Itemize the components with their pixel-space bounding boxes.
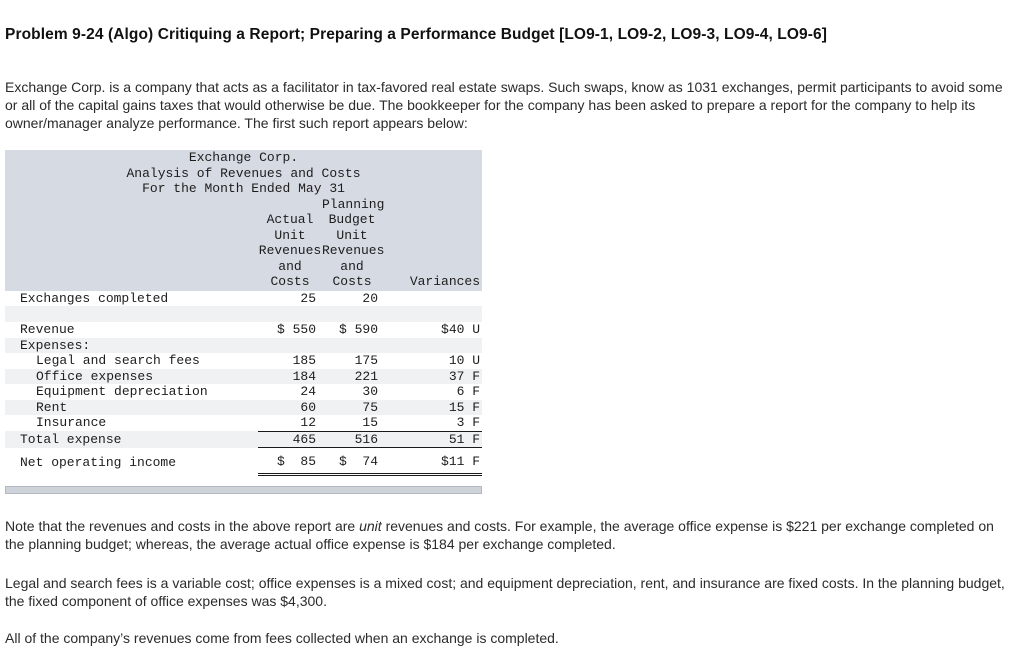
actual-value <box>258 306 322 322</box>
actual-value: $ 85 <box>258 447 322 476</box>
page-title: Problem 9-24 (Algo) Critiquing a Report;… <box>5 26 827 43</box>
column-header-variances: Variances <box>382 196 483 291</box>
budget-value: 30 <box>362 384 378 399</box>
revenue-source-paragraph: All of the company’s revenues come from … <box>5 629 559 646</box>
problem-page: Problem 9-24 (Algo) Critiquing a Report;… <box>5 26 1016 646</box>
actual-value: 185 <box>292 353 316 368</box>
column-header-label <box>5 196 258 291</box>
actual-value: 25 <box>300 290 316 306</box>
actual-value: $ 550 <box>276 322 316 337</box>
table-row-exchanges-completed: Exchanges completed 25 20 <box>5 291 482 307</box>
row-label: Total expense <box>5 431 258 448</box>
variance-value: 51 F <box>382 431 483 448</box>
row-label: Expenses: <box>5 337 258 353</box>
note-text-post: revenues and costs. For example, the ave… <box>5 517 994 552</box>
row-label: Insurance <box>36 415 107 431</box>
cost-behavior-paragraph: Legal and search fees is a variable cost… <box>5 574 1005 609</box>
budget-value <box>322 306 382 322</box>
row-label <box>5 306 258 322</box>
actual-value <box>258 337 322 353</box>
budget-value: 75 <box>322 399 382 415</box>
note-paragraph: Note that the revenues and costs in the … <box>5 517 1016 553</box>
analysis-table: Exchange Corp. Analysis of Revenues and … <box>5 150 483 476</box>
variance-value: 6 F <box>456 384 481 399</box>
row-label: Exchanges completed <box>20 290 169 306</box>
variance-value: $40 U <box>441 322 481 337</box>
actual-value: 184 <box>258 368 322 384</box>
budget-value: $ 590 <box>338 322 378 337</box>
table-row-legal-and-search-fees: Legal and search fees 185 175 10 U <box>5 353 482 369</box>
actual-value: 24 <box>300 384 316 399</box>
note-text-pre: Note that the revenues and costs in the … <box>5 517 360 534</box>
report-company-name: Exchange Corp. <box>188 150 299 165</box>
budget-value: $ 74 <box>322 447 382 476</box>
variance-value <box>382 291 482 307</box>
row-label: Rent <box>5 399 258 415</box>
report-period: For the Month Ended May 31 <box>142 181 345 196</box>
budget-value: 516 <box>322 431 382 448</box>
budget-value: 175 <box>354 353 378 368</box>
row-label: Legal and search fees <box>36 353 200 368</box>
column-header-row: Actual Unit Revenues and Costs Planning … <box>5 196 483 291</box>
budget-value: 221 <box>322 368 382 384</box>
row-label: Revenue <box>20 322 75 337</box>
table-row-office-expenses: Office expenses 184 221 37 F <box>5 368 483 384</box>
row-label: Office expenses <box>5 368 258 384</box>
table-row-revenue: Revenue $ 550 $ 590 $40 U <box>5 322 482 338</box>
table-row-expenses-header: Expenses: <box>5 337 483 353</box>
table-row-equipment-depreciation: Equipment depreciation 24 30 6 F <box>5 384 482 400</box>
budget-value: 15 <box>322 415 382 432</box>
column-header-actual: Actual Unit Revenues and Costs <box>258 196 322 291</box>
table-row-rent: Rent 60 75 15 F <box>5 399 483 415</box>
report-title-row: Exchange Corp. Analysis of Revenues and … <box>5 150 483 197</box>
budget-value: 20 <box>362 290 378 306</box>
variance-value: $11 F <box>382 447 483 476</box>
variance-value: 15 F <box>382 399 483 415</box>
intro-paragraph: Exchange Corp. is a company that acts as… <box>5 79 1003 131</box>
report-horizontal-scrollbar[interactable] <box>5 485 482 494</box>
table-row-net-operating-income: Net operating income $ 85 $ 74 $11 F <box>5 447 483 476</box>
table-row-total-expense: Total expense 465 516 51 F <box>5 431 483 448</box>
report-subtitle: Analysis of Revenues and Costs <box>126 165 361 181</box>
note-italic-unit: unit <box>359 517 382 534</box>
actual-value: 465 <box>258 431 322 448</box>
report-table: Exchange Corp. Analysis of Revenues and … <box>5 150 483 494</box>
budget-value <box>322 337 382 353</box>
column-header-budget: Planning Budget Unit Revenues and Costs <box>322 196 385 291</box>
variance-value: 10 U <box>448 353 481 368</box>
row-label: Equipment depreciation <box>36 384 208 399</box>
row-label: Net operating income <box>20 454 177 470</box>
actual-value: 12 <box>258 415 322 432</box>
table-row-insurance: Insurance 12 15 3 F <box>5 415 483 432</box>
variance-value <box>382 306 483 322</box>
variance-value <box>382 337 483 353</box>
variance-value: 37 F <box>382 368 483 384</box>
variance-value: 3 F <box>382 415 483 432</box>
table-row-spacer <box>5 306 483 322</box>
actual-value: 60 <box>258 399 322 415</box>
